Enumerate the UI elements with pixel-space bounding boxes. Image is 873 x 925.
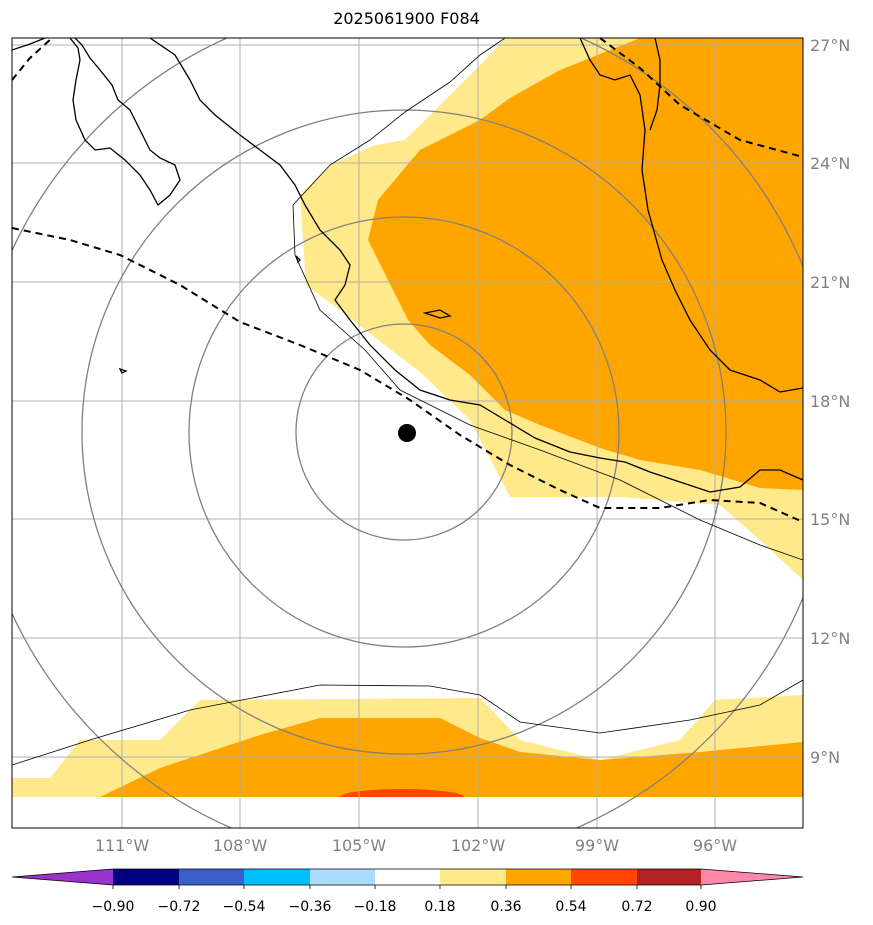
colorbar-tick-2: −0.54 bbox=[223, 899, 266, 915]
dashed-contours bbox=[12, 38, 803, 523]
latitude-labels: 27°N 24°N 21°N 18°N 15°N 12°N 9°N bbox=[810, 36, 850, 767]
colorbar-tick-3: −0.36 bbox=[289, 899, 332, 915]
island-1 bbox=[422, 309, 452, 319]
lon-label-108w: 108°W bbox=[213, 836, 268, 855]
contour-line-south bbox=[12, 679, 803, 766]
anomaly-fill-orange-north bbox=[368, 38, 803, 490]
colorbar-tick-8: 0.72 bbox=[621, 899, 652, 915]
contour-line-north bbox=[292, 38, 803, 561]
colorbar-segment-8 bbox=[571, 869, 637, 885]
colorbar-tick-9: 0.90 bbox=[685, 899, 716, 915]
lat-label-24n: 24°N bbox=[810, 154, 850, 173]
baja-california-coast bbox=[12, 38, 181, 207]
lon-label-99w: 99°W bbox=[575, 836, 619, 855]
lon-label-111w: 111°W bbox=[95, 836, 150, 855]
gulf-of-mexico-coast bbox=[579, 38, 803, 393]
lon-label-102w: 102°W bbox=[451, 836, 506, 855]
lat-label-15n: 15°N bbox=[810, 510, 850, 529]
colorbar-segment-0 bbox=[12, 869, 113, 885]
map-area bbox=[12, 38, 803, 828]
coastlines bbox=[12, 38, 803, 493]
longitude-labels: 111°W 108°W 105°W 102°W 99°W 96°W bbox=[95, 836, 737, 855]
colorbar-segment-7 bbox=[506, 869, 571, 885]
lat-label-18n: 18°N bbox=[810, 392, 850, 411]
colorbar-segment-6 bbox=[440, 869, 506, 885]
lon-label-105w: 105°W bbox=[332, 836, 387, 855]
colorbar-tick-5: 0.18 bbox=[424, 899, 455, 915]
colorbar-segment-9 bbox=[637, 869, 701, 885]
island-3 bbox=[295, 255, 301, 264]
mexico-pacific-coast bbox=[149, 38, 803, 493]
map-frame bbox=[11, 37, 804, 829]
colorbar-segment-1 bbox=[113, 869, 179, 885]
colorbar-tick-1: −0.72 bbox=[158, 899, 201, 915]
colorbar: −0.90 −0.72 −0.54 −0.36 −0.18 0.18 0.36 … bbox=[11, 868, 804, 915]
gridlines bbox=[12, 38, 803, 828]
colorbar-tick-7: 0.54 bbox=[555, 899, 586, 915]
yucatan-coast bbox=[649, 38, 661, 131]
colorbar-segment-2 bbox=[179, 869, 244, 885]
storm-center-marker bbox=[398, 424, 416, 442]
colorbar-tick-4: −0.18 bbox=[354, 899, 397, 915]
map-title: 2025061900 F084 bbox=[333, 9, 480, 28]
colorbar-tick-6: 0.36 bbox=[490, 899, 521, 915]
lon-label-96w: 96°W bbox=[693, 836, 737, 855]
range-rings bbox=[12, 38, 803, 828]
island-2 bbox=[118, 367, 128, 374]
lat-label-27n: 27°N bbox=[810, 36, 850, 55]
colorbar-segment-5 bbox=[375, 869, 440, 885]
colorbar-segment-10 bbox=[701, 869, 803, 885]
lat-label-12n: 12°N bbox=[810, 629, 850, 648]
colorbar-segment-4 bbox=[310, 869, 375, 885]
colorbar-tick-0: −0.90 bbox=[92, 899, 135, 915]
colorbar-segment-3 bbox=[244, 869, 310, 885]
lat-label-21n: 21°N bbox=[810, 273, 850, 292]
lat-label-9n: 9°N bbox=[810, 748, 840, 767]
